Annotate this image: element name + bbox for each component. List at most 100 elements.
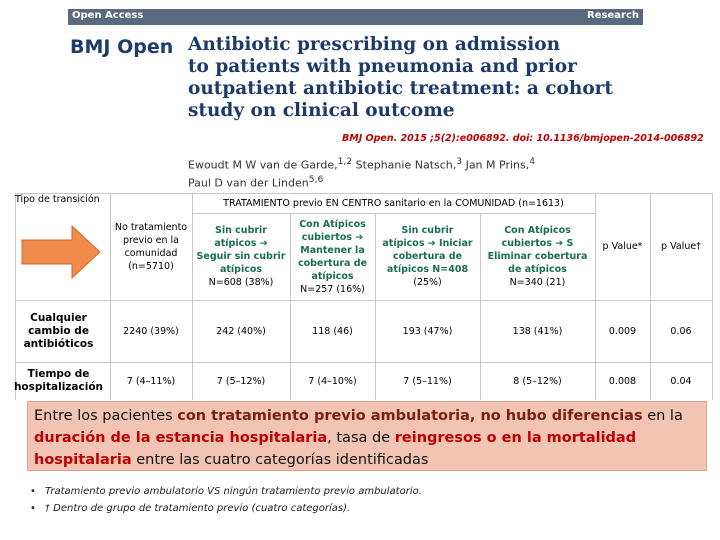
cell-text: 118 (46)	[312, 325, 353, 337]
callout-text: en la	[642, 408, 683, 424]
header-line: de atípicos	[508, 264, 567, 275]
title-line: Antibiotic prescribing on admission	[188, 34, 561, 55]
header-line: N=608 (38%)	[208, 277, 274, 288]
callout-text: Entre los pacientes	[34, 408, 178, 424]
table-cell: 138 (41%)	[480, 300, 595, 362]
row-label-line: Cualquier	[30, 311, 87, 324]
header-line: (n=5710)	[128, 260, 174, 272]
corner-header: Tipo de transición	[15, 193, 110, 209]
table-cell: 7 (4–11%)	[110, 362, 192, 400]
table-cell: 8 (5–12%)	[480, 362, 595, 400]
header-line: Sin cubrir	[401, 225, 454, 236]
column-header: Con Atípicos cubiertos ➔ S Eliminar cobert…	[480, 213, 595, 300]
group-header: TRATAMIENTO previo EN CENTRO sanitario e…	[192, 193, 595, 213]
footnote-text: † Dentro de grupo de tratamiento previo …	[45, 503, 351, 514]
header-line: cubiertos ➔	[301, 231, 364, 243]
table-cell: 193 (47%)	[375, 300, 480, 362]
header-line: N=340 (21)	[509, 277, 566, 288]
grid-line	[15, 193, 712, 194]
table-cell: 0.008	[595, 362, 650, 400]
grid-line	[375, 213, 376, 400]
callout-text: duración de la estancia hospitalaria	[34, 430, 328, 446]
header-line: Mantener la	[300, 244, 365, 256]
grid-line	[650, 193, 651, 400]
table-cell: 118 (46)	[290, 300, 375, 362]
header-line: atípicos	[219, 264, 263, 275]
column-header: p Value*	[595, 193, 650, 300]
author-name: Jan M Prins,	[462, 158, 530, 172]
grid-line	[595, 193, 596, 400]
grid-line	[192, 213, 595, 214]
logo: BMJ Open	[70, 36, 174, 58]
grid-line	[110, 193, 111, 400]
arrow-icon	[21, 224, 101, 280]
author-affiliation: 4	[529, 156, 536, 167]
header-line: atípicos	[311, 270, 354, 282]
header-text: TRATAMIENTO previo EN CENTRO sanitario e…	[223, 197, 564, 209]
authors: Ewoudt M W van de Garde,1,2 Stephanie Na…	[188, 155, 535, 190]
header-line: p Value*	[602, 241, 643, 252]
header-line: cobertura de	[392, 251, 463, 262]
header-line: N=257 (16%)	[300, 283, 365, 295]
header-text: Tipo de transición	[15, 194, 100, 205]
header-line: comunidad	[124, 247, 178, 259]
header-line: cobertura de	[297, 257, 368, 269]
author-name: Stephanie Natsch,	[352, 158, 457, 172]
author-affiliation: 3	[456, 156, 463, 167]
banner-left: Open Access	[72, 10, 144, 21]
article-title: Antibiotic prescribing on admission to pa…	[188, 34, 613, 122]
cell-text: 7 (5–12%)	[216, 375, 266, 387]
grid-line	[15, 362, 712, 363]
footnote-text: Tratamiento previo ambulatorio VS ningún…	[45, 486, 422, 497]
header-line: cubiertos ➔ S	[501, 238, 574, 249]
cell-text: 8 (5–12%)	[513, 375, 562, 387]
table-cell: 7 (4–10%)	[290, 362, 375, 400]
row-label: Tiempo de hospitalización	[7, 362, 110, 400]
cell-text: 0.06	[670, 325, 692, 337]
citation: BMJ Open. 2015 ;5(2):e006892. doi: 10.11…	[342, 133, 704, 144]
footnote: • Tratamiento previo ambulatorio VS ningú…	[30, 486, 422, 497]
title-line: study on clinical outcome	[188, 100, 455, 121]
header-line: Sin cubrir	[215, 225, 267, 236]
header-line: Con Atípicos	[299, 218, 366, 230]
column-header: Sin cubrir atípicos ➔ Iniciar cobertura de…	[375, 213, 480, 300]
column-header: Con Atípicos cubiertos ➔ Mantener la cobert…	[290, 213, 375, 300]
grid-line	[192, 193, 193, 400]
header-line: atípicos N=408	[386, 264, 469, 275]
title-line: outpatient antibiotic treatment: a cohor…	[188, 78, 613, 99]
banner: Open Access Research	[68, 9, 643, 25]
callout: Entre los pacientes con tratamiento prev…	[27, 401, 707, 471]
header-line: atípicos ➔ Iniciar	[382, 238, 473, 249]
header-line: p Value†	[661, 241, 701, 252]
grid-line	[15, 193, 16, 400]
banner-right: Research	[587, 10, 639, 21]
table-cell: 242 (40%)	[192, 300, 290, 362]
row-label: Cualquier cambio de antibióticos	[7, 300, 110, 362]
callout-text: con tratamiento previo ambulatoria, no h…	[177, 408, 643, 424]
column-header: No tratamiento previo en la comunidad (n=57…	[110, 193, 192, 300]
callout-text: , tasa de	[327, 430, 395, 446]
row-label-line: antibióticos	[23, 337, 94, 350]
cell-text: 0.009	[608, 325, 637, 337]
header-line: Eliminar cobertura	[487, 251, 588, 262]
cell-text: 242 (40%)	[216, 325, 266, 337]
cell-text: 7 (5–11%)	[403, 375, 452, 387]
header-line: Con Atípicos	[504, 225, 571, 236]
header-line: atípicos ➔	[214, 238, 268, 249]
table-cell: 0.06	[650, 300, 712, 362]
cell-text: 7 (4–10%)	[308, 375, 357, 387]
title-line: to patients with pneumonia and prior	[188, 56, 577, 77]
cell-text: 0.008	[608, 375, 637, 387]
author-name: Paul D van der Linden	[188, 176, 309, 190]
row-label-line: cambio de	[28, 324, 89, 337]
author-affiliation: 5,6	[308, 173, 324, 185]
cell-text: 7 (4–11%)	[126, 375, 176, 387]
grid-line	[712, 193, 713, 400]
table-cell: 7 (5–11%)	[375, 362, 480, 400]
table-cell: 7 (5–12%)	[192, 362, 290, 400]
table-cell: 2240 (39%)	[110, 300, 192, 362]
header-line: previo en la	[122, 234, 179, 246]
cell-text: 2240 (39%)	[123, 325, 179, 337]
grid-line	[480, 213, 481, 400]
